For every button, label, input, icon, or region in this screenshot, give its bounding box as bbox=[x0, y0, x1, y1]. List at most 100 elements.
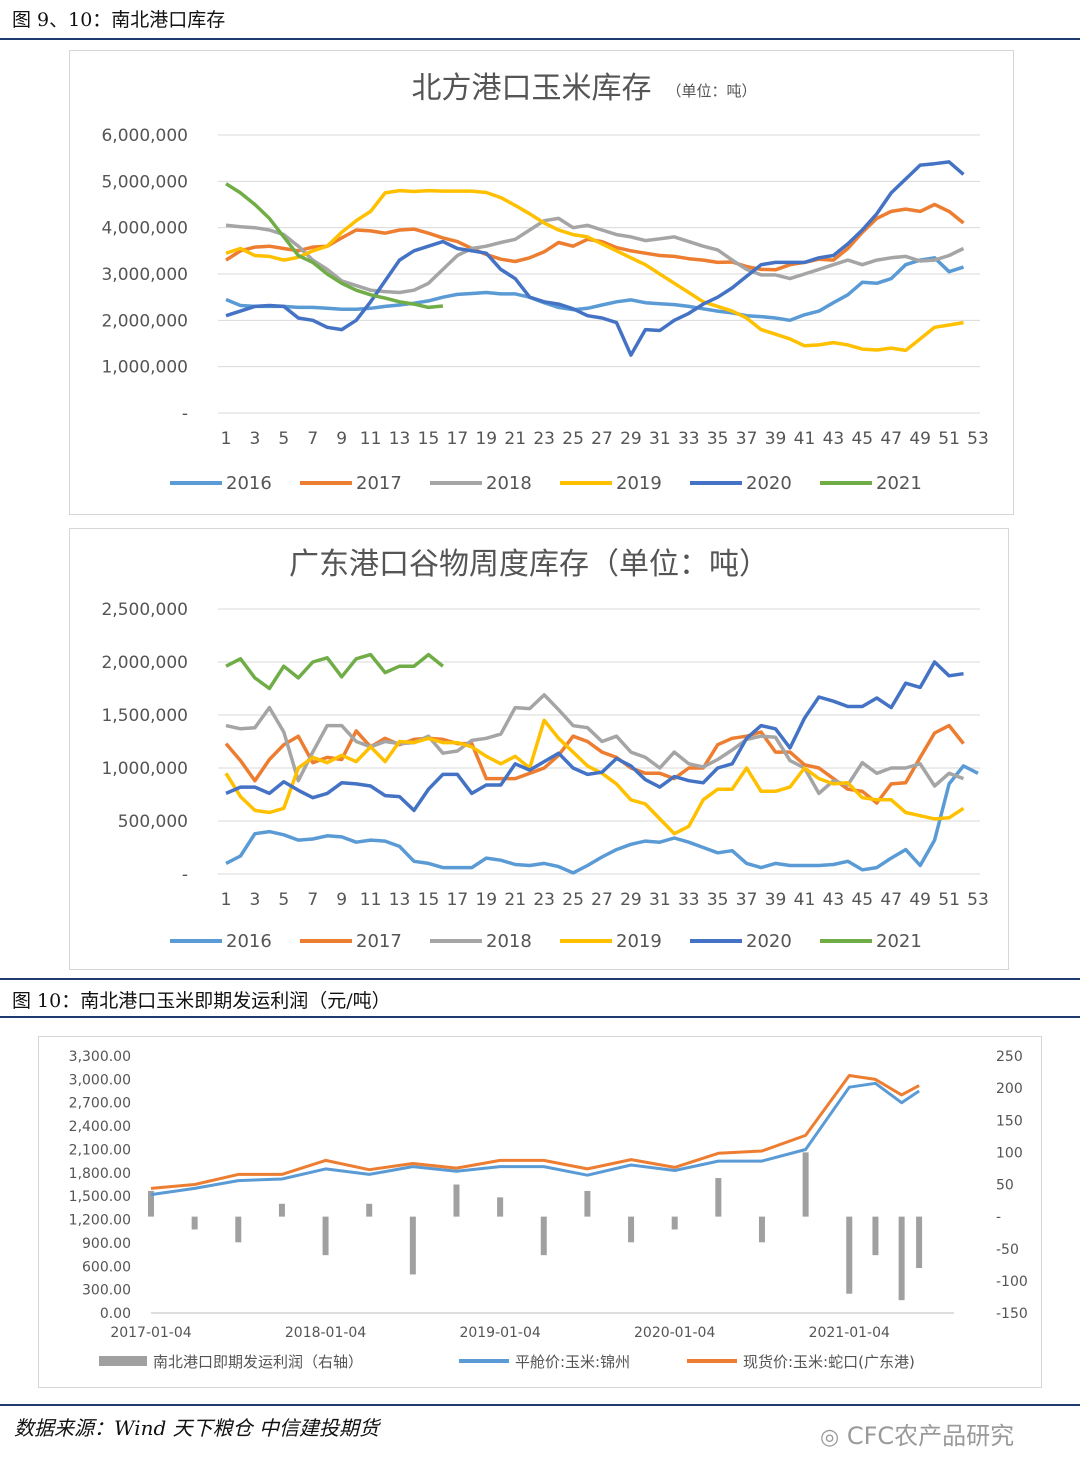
x-tick-label: 29 bbox=[620, 890, 642, 910]
series-line-2016 bbox=[225, 764, 979, 875]
mid-rule bbox=[0, 978, 1080, 980]
y-tick-label: 2,700.00 bbox=[69, 1096, 131, 1112]
profit-bar bbox=[148, 1190, 154, 1217]
x-tick-label: 5 bbox=[278, 890, 289, 910]
series-line-2019 bbox=[224, 718, 965, 836]
footer-rule bbox=[0, 1404, 1080, 1406]
x-tick-label: 27 bbox=[591, 429, 613, 449]
x-tick-label: 23 bbox=[533, 890, 555, 910]
x-tick-label: 21 bbox=[504, 429, 526, 449]
profit-bar bbox=[497, 1197, 504, 1217]
y-tick-label: 2,000,000 bbox=[101, 311, 188, 331]
x-tick-label: 49 bbox=[909, 890, 931, 910]
x-tick-label: 2021-01-04 bbox=[809, 1325, 890, 1341]
profit-bar bbox=[409, 1216, 416, 1275]
y2-tick-label: 100 bbox=[996, 1145, 1023, 1161]
x-tick-label: 3 bbox=[250, 429, 261, 449]
y-tick-label: 2,100.00 bbox=[69, 1142, 131, 1158]
x-tick-label: 17 bbox=[447, 890, 469, 910]
series-line-2018 bbox=[225, 693, 965, 796]
north-port-chart-panel: 北方港口玉米库存 （单位：吨） 6,000,000 5,000,000 4,000,00… bbox=[69, 50, 1014, 515]
profit-bar bbox=[322, 1216, 329, 1256]
legend-label-shekou: 现货价:玉米:蛇口(广东港) bbox=[743, 1353, 915, 1371]
legend-label-2018: 2018 bbox=[486, 473, 532, 494]
y-tick-label: 3,300.00 bbox=[69, 1049, 131, 1065]
x-tick-label: 1 bbox=[221, 429, 232, 449]
title-rule bbox=[0, 38, 1080, 40]
profit-chart-panel: 3,300.00 3,000.00 2,700.00 2,400.00 2,100.00… bbox=[38, 1036, 1042, 1388]
legend-label-2017: 2017 bbox=[356, 931, 402, 952]
x-tick-label: 17 bbox=[447, 429, 469, 449]
x-tick-label: 15 bbox=[418, 890, 440, 910]
y-tick-label: 3,000,000 bbox=[101, 265, 188, 285]
x-tick-label: 23 bbox=[533, 429, 555, 449]
y2-tick-label: 50 bbox=[996, 1178, 1014, 1194]
y-tick-label: 2,400.00 bbox=[69, 1119, 131, 1135]
y-tick-label: 3,000.00 bbox=[69, 1072, 131, 1088]
x-tick-label: 47 bbox=[880, 890, 902, 910]
series-line-2019 bbox=[225, 188, 964, 353]
legend-label-2020: 2020 bbox=[746, 931, 792, 952]
x-tick-label: 13 bbox=[389, 890, 411, 910]
profit-bar bbox=[802, 1152, 809, 1217]
x-tick-label: 37 bbox=[736, 429, 758, 449]
x-tick-label: 47 bbox=[880, 429, 902, 449]
x-tick-label: 31 bbox=[649, 429, 671, 449]
legend-label-2020: 2020 bbox=[746, 473, 792, 494]
y-tick-label: 1,000,000 bbox=[101, 759, 188, 779]
y-tick-label: 2,500,000 bbox=[101, 600, 188, 620]
y-tick-label: 4,000,000 bbox=[101, 219, 188, 239]
x-tick-label: 41 bbox=[794, 429, 816, 449]
y-tick-label: 1,000,000 bbox=[101, 358, 188, 378]
x-tick-label: 7 bbox=[307, 429, 318, 449]
x-tick-label: 19 bbox=[475, 890, 497, 910]
x-tick-label: 11 bbox=[360, 890, 382, 910]
x-tick-label: 2018-01-04 bbox=[285, 1325, 366, 1341]
chart-title: 广东港口谷物周度库存（单位：吨） bbox=[289, 547, 769, 582]
data-source: 数据来源：Wind 天下粮仓 中信建投期货 bbox=[14, 1416, 379, 1440]
y-tick-label: 1,200.00 bbox=[69, 1213, 131, 1229]
y-tick-label: 300.00 bbox=[82, 1283, 131, 1299]
profit-bar bbox=[235, 1216, 242, 1243]
profit-bar bbox=[628, 1216, 635, 1243]
profit-bar bbox=[366, 1203, 373, 1217]
series-line-2021 bbox=[225, 182, 444, 310]
x-tick-label: 51 bbox=[938, 429, 960, 449]
x-tick-label: 43 bbox=[823, 890, 845, 910]
x-tick-label: 51 bbox=[938, 890, 960, 910]
x-tick-label: 13 bbox=[389, 429, 411, 449]
guangdong-port-chart-panel: 广东港口谷物周度库存（单位：吨） 2,500,000 2,000,000 1,500,… bbox=[69, 528, 1009, 970]
profit-bar bbox=[872, 1216, 879, 1256]
chart-title: 北方港口玉米库存 bbox=[412, 71, 652, 106]
wechat-icon: ◎ bbox=[820, 1425, 840, 1450]
x-tick-label: 15 bbox=[418, 429, 440, 449]
x-tick-label: 19 bbox=[475, 429, 497, 449]
guangdong-port-chart: 广东港口谷物周度库存（单位：吨） 2,500,000 2,000,000 1,500,… bbox=[101, 547, 988, 952]
profit-bar bbox=[758, 1216, 765, 1243]
north-port-chart: 北方港口玉米库存 （单位：吨） 6,000,000 5,000,000 4,000,00… bbox=[101, 71, 988, 494]
legend-label-jinzhou: 平舱价:玉米:锦州 bbox=[515, 1353, 630, 1371]
x-tick-label: 9 bbox=[336, 429, 347, 449]
profit-bar bbox=[540, 1216, 547, 1256]
profit-bar bbox=[191, 1216, 198, 1230]
y-tick-label: 6,000,000 bbox=[101, 126, 188, 146]
x-tick-label: 35 bbox=[707, 890, 729, 910]
y-tick-label: 500,000 bbox=[118, 812, 188, 832]
x-tick-label: 33 bbox=[678, 890, 700, 910]
series-line-2021 bbox=[225, 652, 444, 691]
y2-tick-label: -100 bbox=[996, 1274, 1028, 1290]
x-tick-label: 49 bbox=[909, 429, 931, 449]
y-tick-label: - bbox=[182, 404, 188, 424]
x-tick-label: 5 bbox=[278, 429, 289, 449]
x-tick-label: 2017-01-04 bbox=[110, 1325, 191, 1341]
y2-tick-label: -50 bbox=[996, 1242, 1019, 1258]
x-tick-label: 2019-01-04 bbox=[459, 1325, 540, 1341]
legend-label-2019: 2019 bbox=[616, 473, 662, 494]
series-line-shekou bbox=[150, 1074, 920, 1190]
x-tick-label: 39 bbox=[765, 890, 787, 910]
x-tick-label: 35 bbox=[707, 429, 729, 449]
x-tick-label: 45 bbox=[851, 890, 873, 910]
x-tick-label: 1 bbox=[221, 890, 232, 910]
x-tick-label: 11 bbox=[360, 429, 382, 449]
legend-label-2021: 2021 bbox=[876, 931, 922, 952]
